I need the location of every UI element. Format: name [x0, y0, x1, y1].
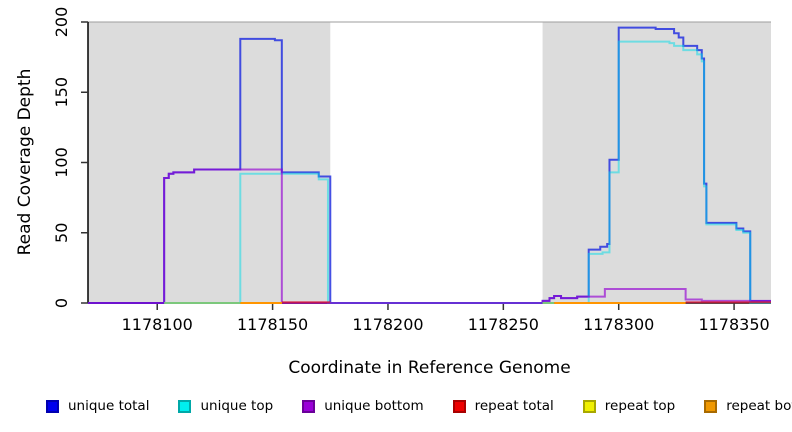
legend-label: repeat top [604, 398, 676, 414]
swatch-unique-total-icon [46, 399, 59, 413]
legend-item: unique total [46, 398, 149, 414]
x-tick-label: 1178250 [468, 315, 539, 334]
x-tick-label: 1178100 [122, 315, 193, 334]
y-tick-label: 200 [52, 7, 71, 38]
legend-item: unique top [178, 398, 273, 414]
legend-item: repeat bottom [704, 398, 792, 414]
swatch-repeat-bottom-icon [704, 399, 718, 413]
y-tick-label: 0 [52, 298, 71, 308]
legend: unique total unique top unique bottom repea… [46, 398, 792, 414]
y-axis-title: Read Coverage Depth [15, 69, 35, 256]
legend-label: unique bottom [324, 398, 424, 414]
swatch-unique-top-icon [178, 399, 192, 413]
swatch-unique-bottom-icon [302, 399, 316, 413]
legend-label: unique total [68, 398, 150, 414]
shaded-region [542, 22, 771, 303]
legend-item: repeat top [582, 398, 676, 414]
legend-label: repeat total [474, 398, 554, 414]
x-tick-label: 1178350 [698, 315, 769, 334]
x-tick-label: 1178150 [237, 315, 308, 334]
y-tick-label: 150 [52, 77, 71, 108]
x-axis-title: Coordinate in Reference Genome [288, 358, 571, 378]
series-unique-top [164, 40, 771, 304]
legend-label: unique top [200, 398, 274, 414]
series-unique-bottom [88, 168, 771, 304]
legend-item: unique bottom [302, 398, 424, 414]
swatch-repeat-top-icon [582, 399, 596, 413]
x-tick-label: 1178200 [352, 315, 423, 334]
y-tick-label: 100 [52, 147, 71, 178]
y-tick-label: 50 [52, 223, 71, 243]
swatch-repeat-total-icon [452, 399, 466, 413]
legend-item: repeat total [452, 398, 554, 414]
coverage-plot: 1178100 1178150 1178200 1178250 1178300 11783… [15, 7, 771, 334]
x-tick-label: 1178300 [583, 315, 654, 334]
shaded-region [88, 22, 331, 303]
series-unique-total [88, 26, 771, 304]
legend-label: repeat bottom [726, 398, 792, 414]
